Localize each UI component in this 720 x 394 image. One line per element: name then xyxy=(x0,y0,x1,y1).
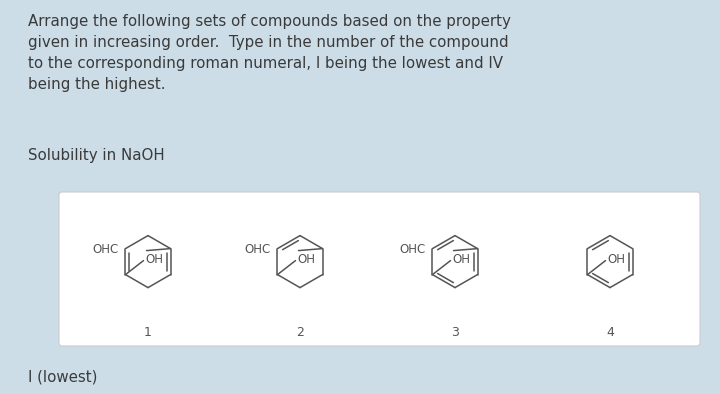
Text: OH: OH xyxy=(297,253,315,266)
Text: OH: OH xyxy=(145,253,163,266)
Text: OH: OH xyxy=(608,253,626,266)
Text: 4: 4 xyxy=(606,327,614,340)
Text: OH: OH xyxy=(452,253,470,266)
Text: 3: 3 xyxy=(451,327,459,340)
Text: 2: 2 xyxy=(296,327,304,340)
Text: Solubility in NaOH: Solubility in NaOH xyxy=(28,148,165,163)
Text: OHC: OHC xyxy=(400,243,426,256)
Text: OHC: OHC xyxy=(244,243,271,256)
Text: OHC: OHC xyxy=(92,243,119,256)
FancyBboxPatch shape xyxy=(59,192,700,346)
Text: Arrange the following sets of compounds based on the property
given in increasin: Arrange the following sets of compounds … xyxy=(28,14,511,92)
Text: I (lowest): I (lowest) xyxy=(28,370,97,385)
Text: 1: 1 xyxy=(144,327,152,340)
